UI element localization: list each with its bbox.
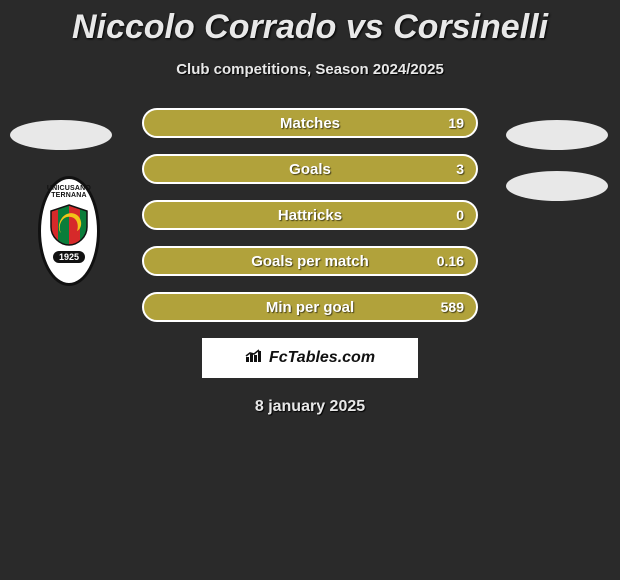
stat-label: Goals [289, 161, 331, 178]
page-subtitle: Club competitions, Season 2024/2025 [0, 61, 620, 78]
stat-bar: Goals per match 0.16 [142, 246, 478, 276]
comparison-area: UNICUSANO TERNANA 1925 [0, 108, 620, 322]
stat-label: Goals per match [251, 253, 369, 270]
stat-value: 19 [448, 115, 464, 131]
crest-year: 1925 [53, 251, 85, 263]
chart-icon [245, 349, 263, 368]
player-slot-left [10, 120, 112, 150]
stat-bar: Hattricks 0 [142, 200, 478, 230]
stat-value: 0 [456, 207, 464, 223]
player-slot-right-1 [506, 120, 608, 150]
shield-icon [47, 203, 91, 247]
stat-label: Hattricks [278, 207, 342, 224]
crest-shield [47, 203, 91, 247]
stat-label: Matches [280, 115, 340, 132]
crest-text-line1: UNICUSANO [47, 185, 91, 192]
brand-text: FcTables.com [269, 349, 375, 367]
page-date: 8 january 2025 [0, 398, 620, 416]
stat-value: 0.16 [437, 253, 464, 269]
stat-bar: Goals 3 [142, 154, 478, 184]
stat-bar: Min per goal 589 [142, 292, 478, 322]
brand-box[interactable]: FcTables.com [202, 338, 418, 378]
page-title: Niccolo Corrado vs Corsinelli [0, 0, 620, 47]
stat-label: Min per goal [266, 299, 354, 316]
stats-bars: Matches 19 Goals 3 Hattricks 0 Goals per match… [142, 108, 478, 322]
stat-value: 589 [441, 299, 464, 315]
club-crest: UNICUSANO TERNANA 1925 [38, 176, 102, 286]
stat-bar: Matches 19 [142, 108, 478, 138]
crest-text-line2: TERNANA [51, 192, 87, 199]
player-slot-right-2 [506, 171, 608, 201]
stat-value: 3 [456, 161, 464, 177]
